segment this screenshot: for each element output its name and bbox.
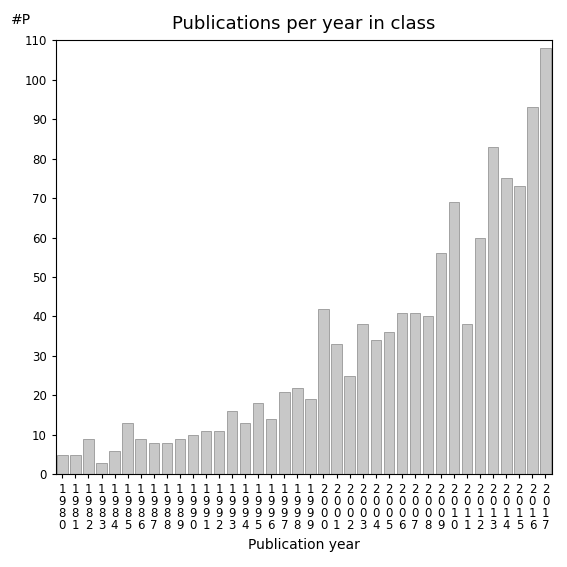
- Bar: [83, 439, 94, 475]
- Bar: [344, 376, 355, 475]
- Bar: [357, 324, 368, 475]
- Bar: [318, 308, 329, 475]
- Bar: [331, 344, 342, 475]
- Bar: [514, 186, 524, 475]
- Bar: [240, 423, 251, 475]
- Bar: [57, 455, 67, 475]
- Bar: [266, 419, 277, 475]
- Bar: [96, 463, 107, 475]
- Bar: [188, 435, 198, 475]
- Y-axis label: #P: #P: [11, 13, 31, 27]
- Bar: [122, 423, 133, 475]
- Bar: [527, 107, 538, 475]
- Bar: [70, 455, 81, 475]
- Bar: [410, 312, 420, 475]
- Bar: [449, 202, 459, 475]
- Bar: [201, 431, 211, 475]
- Bar: [383, 332, 394, 475]
- Bar: [475, 238, 485, 475]
- Bar: [162, 443, 172, 475]
- Bar: [149, 443, 159, 475]
- Bar: [214, 431, 225, 475]
- Bar: [305, 399, 316, 475]
- Bar: [227, 411, 238, 475]
- Bar: [175, 439, 185, 475]
- Bar: [279, 391, 290, 475]
- Bar: [136, 439, 146, 475]
- Bar: [292, 388, 303, 475]
- X-axis label: Publication year: Publication year: [248, 538, 360, 552]
- Bar: [488, 147, 498, 475]
- Bar: [253, 403, 264, 475]
- Bar: [109, 451, 120, 475]
- Bar: [462, 324, 472, 475]
- Bar: [423, 316, 433, 475]
- Title: Publications per year in class: Publications per year in class: [172, 15, 435, 33]
- Bar: [436, 253, 446, 475]
- Bar: [501, 178, 511, 475]
- Bar: [540, 48, 551, 475]
- Bar: [397, 312, 407, 475]
- Bar: [370, 340, 381, 475]
